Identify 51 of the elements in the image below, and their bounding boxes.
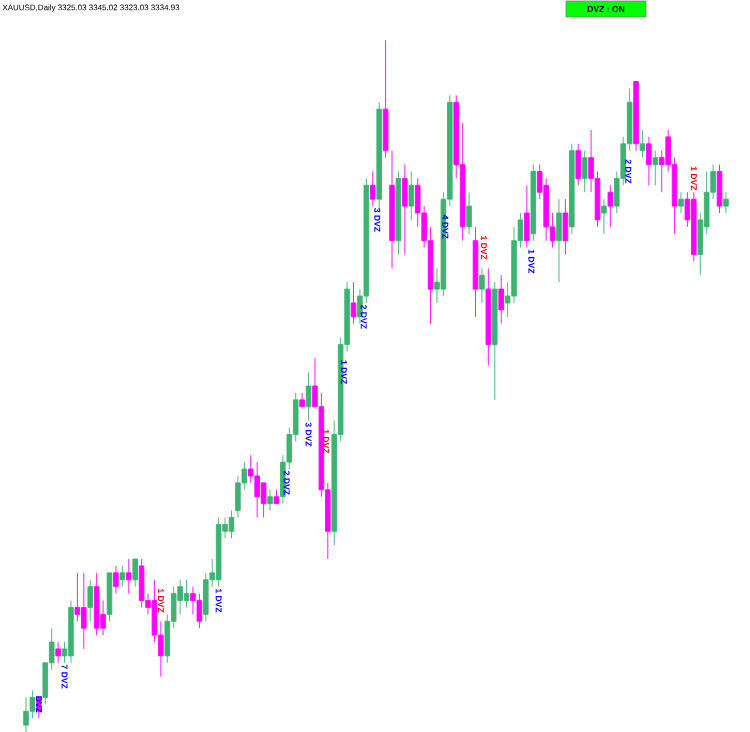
candlestick: [235, 475, 241, 518]
candlestick: [678, 191, 684, 214]
candlestick: [113, 565, 119, 595]
candlestick: [472, 226, 479, 318]
candlestick: [203, 572, 209, 622]
candlestick: [87, 579, 93, 622]
candlestick: [607, 184, 614, 228]
candlestick: [639, 129, 646, 159]
candlestick: [55, 641, 61, 664]
candlestick: [267, 489, 273, 511]
candlestick: [479, 267, 485, 304]
candlestick: [382, 39, 389, 159]
candlestick: [581, 150, 588, 193]
candlestick: [305, 371, 312, 422]
candlestick: [524, 184, 530, 249]
candlestick: [646, 136, 652, 186]
candlestick: [466, 191, 472, 235]
candlestick: [408, 171, 415, 221]
candlestick: [23, 696, 29, 732]
candlestick: [530, 164, 537, 242]
candlestick: [492, 281, 498, 401]
candlestick: [498, 274, 504, 325]
candlestick: [601, 198, 607, 235]
candlestick: [254, 461, 260, 518]
candlestick: [190, 586, 196, 615]
candlestick: [691, 191, 697, 262]
candlestick: [177, 579, 183, 615]
candlestick: [138, 558, 145, 608]
candlestick: [511, 226, 517, 304]
candlestick: [723, 191, 729, 214]
candlestick: [485, 267, 492, 366]
candlestick: [402, 164, 408, 255]
candlestick: [389, 150, 395, 269]
candlestick: [196, 593, 203, 629]
candlestick: [652, 150, 659, 186]
candlestick: [395, 171, 402, 255]
candlestick: [183, 579, 190, 608]
candlestick: [119, 565, 126, 588]
candlestick: [562, 198, 569, 255]
candlestick: [93, 572, 100, 636]
candlestick: [543, 177, 549, 242]
candlestick: [74, 572, 81, 622]
candlestick: [556, 198, 562, 283]
candlestick: [68, 600, 74, 664]
candlestick: [215, 517, 222, 588]
candlestick: [569, 143, 575, 235]
candlestick: [370, 171, 376, 207]
candlestick: [125, 558, 132, 595]
candlestick: [81, 572, 87, 650]
candlestick: [575, 143, 581, 186]
candlestick: [29, 690, 36, 719]
